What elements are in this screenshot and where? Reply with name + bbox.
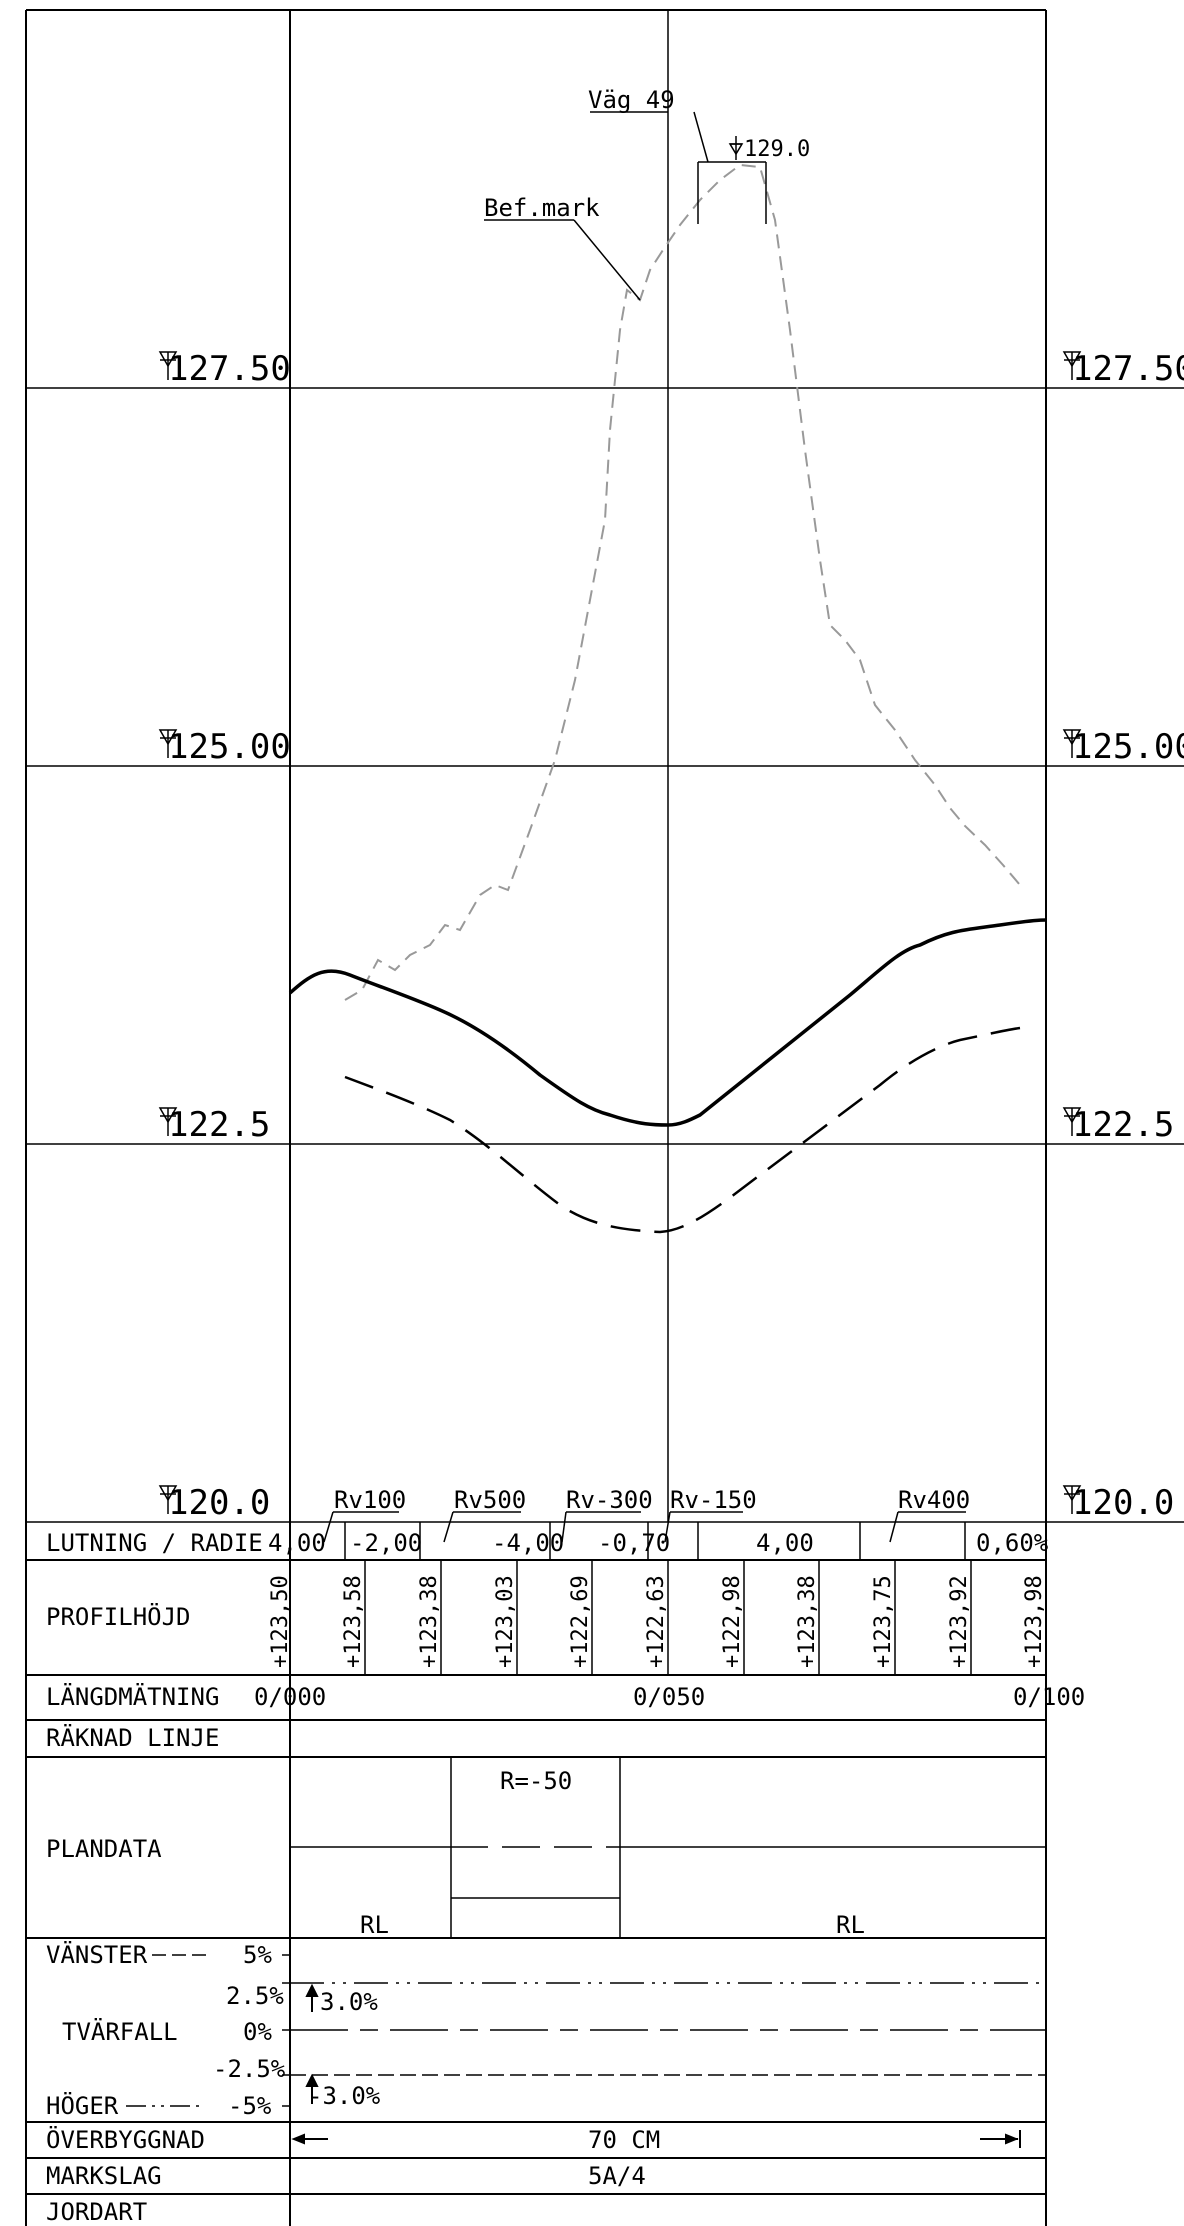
profilhojd-value: +123,50	[268, 1575, 293, 1668]
existing-ground-line	[344, 163, 1021, 1001]
tvarfall-label: TVÄRFALL	[62, 2017, 178, 2046]
profilhojd-value: +123,92	[947, 1575, 972, 1668]
profilhojd-value: +123,58	[341, 1575, 366, 1668]
profilhojd-values: +123,50 +123,58 +123,38 +123,03 +122,69 …	[268, 1575, 1047, 1668]
plandata-left: RL	[360, 1911, 389, 1939]
elevation-label: 127.50	[168, 349, 291, 389]
vertical-curve-label: Rv100	[334, 1486, 406, 1514]
profilhojd-value: +123,38	[795, 1575, 820, 1668]
band-table-lines	[26, 1522, 1047, 2195]
band-label-raknad-linje: RÄKNAD LINJE	[46, 1723, 219, 1752]
subgrade-line	[344, 1026, 1021, 1234]
overbyggnad-value: 70 CM	[588, 2126, 660, 2154]
profilhojd-value: +122,98	[720, 1575, 745, 1668]
profilhojd-value: +122,63	[644, 1575, 669, 1668]
vertical-curve-label: Rv400	[898, 1486, 970, 1514]
langdmatning-value: 0/050	[633, 1683, 705, 1711]
langdmatning-value: 0/000	[254, 1683, 326, 1711]
profilhojd-value: +123,98	[1022, 1575, 1047, 1668]
tvarfall-scale-5: 5%	[243, 1941, 272, 1969]
profilhojd-value: +122,69	[568, 1575, 593, 1668]
lutning-value: 4,00	[756, 1529, 814, 1557]
vertical-curve-label: Rv-150	[670, 1486, 757, 1514]
profilhojd-value: +123,38	[417, 1575, 442, 1668]
elevation-label: 120.0	[1072, 1483, 1174, 1523]
elevation-labels-right: 127.50 125.00 122.5 120.0	[1062, 349, 1184, 1523]
tvarfall-right-label: HÖGER	[46, 2091, 119, 2120]
lutning-value: 0,60%	[976, 1529, 1049, 1557]
elevation-labels-left: 127.50 125.00 122.5 120.0	[158, 349, 291, 1523]
tvarfall-scale-2-5: 2.5%	[226, 1982, 284, 2010]
elevation-label: 122.5	[1072, 1105, 1174, 1145]
band-label-plandata: PLANDATA	[46, 1835, 162, 1863]
existing-ground-label: Bef.mark	[484, 194, 600, 222]
road-profile-line	[288, 918, 1047, 1127]
band-label-overbyggnad: ÖVERBYGGNAD	[46, 2125, 205, 2154]
lutning-value: -2,00	[350, 1529, 422, 1557]
band-label-langdmatning: LÄNGDMÄTNING	[46, 1682, 219, 1711]
vertical-curve-label: Rv-300	[566, 1486, 653, 1514]
markslag-value: 5A/4	[588, 2162, 646, 2190]
band-label-profilhojd: PROFILHÖJD	[46, 1602, 191, 1631]
band-label-markslag: MARKSLAG	[46, 2162, 162, 2190]
tvarfall-right-value: -3.0%	[308, 2082, 381, 2110]
elevation-label: 125.00	[1072, 727, 1184, 767]
arrow-down-icon	[305, 2073, 319, 2104]
lutning-value: 4,00	[268, 1529, 326, 1557]
tvarfall-scale-neg-2-5: -2.5%	[213, 2055, 286, 2083]
peak-elevation-icon	[728, 136, 744, 160]
tvarfall-band: VÄNSTER 5% 2.5% TVÄRFALL 0% -2.5% HÖGER …	[46, 1940, 1046, 2120]
tvarfall-scale-neg-5: -5%	[228, 2092, 272, 2120]
lutning-value: -0,70	[598, 1529, 670, 1557]
road-name-label: Väg 49	[588, 86, 675, 114]
tvarfall-scale-0: 0%	[243, 2018, 272, 2046]
plandata-right: RL	[836, 1911, 865, 1939]
grid-lines	[25, 9, 1184, 2226]
band-label-lutning: LUTNING / RADIE	[46, 1529, 263, 1557]
langdmatning-value: 0/100	[1013, 1683, 1085, 1711]
tvarfall-left-value: 3.0%	[320, 1988, 378, 2016]
elevation-label: 125.00	[168, 727, 291, 767]
elevation-label: 127.50	[1072, 349, 1184, 389]
elevation-symbol-icon	[158, 351, 178, 1514]
vertical-curve-leaders	[323, 1511, 966, 1543]
road-label-leader	[484, 111, 767, 301]
road-peak-label: 129.0	[744, 137, 810, 162]
profilhojd-value: +123,03	[493, 1575, 518, 1668]
band-label-jordart: JORDART	[46, 2198, 147, 2226]
plandata-radius: R=-50	[500, 1767, 572, 1795]
profilhojd-value: +123,75	[871, 1575, 896, 1668]
elevation-label: 122.5	[168, 1105, 270, 1145]
tvarfall-left-label: VÄNSTER	[46, 1940, 148, 1969]
arrow-up-icon	[305, 1983, 319, 2012]
vertical-curve-label: Rv500	[454, 1486, 526, 1514]
elevation-label: 120.0	[168, 1483, 270, 1523]
lutning-value: -4,00	[492, 1529, 564, 1557]
overbyggnad-arrows	[291, 2130, 1021, 2148]
elevation-symbol-icon	[1062, 351, 1082, 1514]
